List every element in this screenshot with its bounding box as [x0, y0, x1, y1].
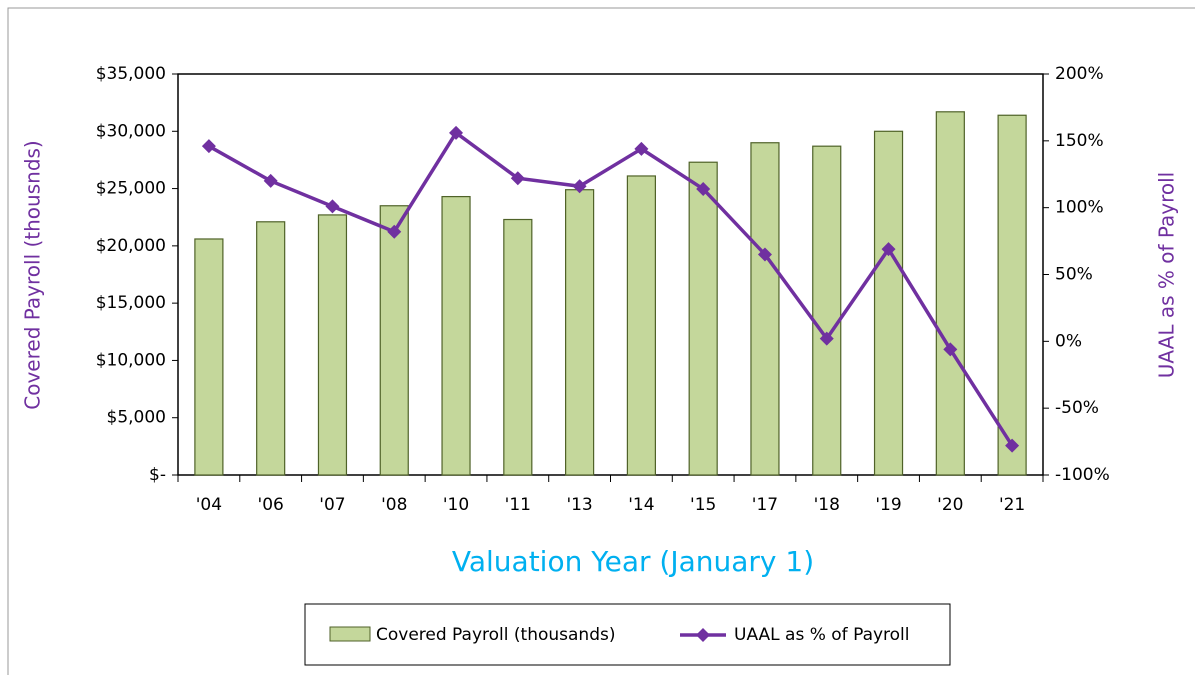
legend-swatch	[329, 626, 371, 642]
y-tick-label: $20,000	[96, 236, 166, 256]
marker	[943, 342, 958, 357]
y-tick-label: $25,000	[96, 179, 166, 199]
legend-label: UAAL as % of Payroll	[734, 625, 910, 645]
marker	[387, 224, 402, 239]
bar	[503, 218, 533, 476]
bar	[317, 214, 348, 476]
line	[208, 130, 1014, 447]
marker	[201, 139, 216, 154]
frame	[7, 7, 1195, 675]
x-tick-label: '18	[814, 495, 840, 515]
x-tick-label: '17	[752, 495, 778, 515]
x-tick-label: '14	[628, 495, 654, 515]
y-tick-label: $-	[149, 465, 166, 485]
bar	[750, 142, 780, 476]
y-tick-label: $30,000	[96, 121, 166, 141]
x-tick-label: '20	[937, 495, 963, 515]
bar	[812, 145, 842, 476]
marker	[881, 242, 896, 257]
bar	[379, 205, 409, 476]
y2-tick-label: 200%	[1055, 64, 1104, 84]
x-axis-title: Valuation Year (January 1)	[452, 545, 814, 578]
x-tick-label: '21	[999, 495, 1025, 515]
bar	[997, 114, 1027, 476]
y2-axis-title: UAAL as % of Payroll	[1155, 172, 1179, 378]
x-tick-label: '04	[196, 495, 222, 515]
marker	[510, 171, 525, 186]
bar	[565, 189, 595, 476]
y2-tick-label: -50%	[1055, 398, 1099, 418]
legend-box	[304, 603, 951, 666]
x-tick-label: '08	[381, 495, 407, 515]
bar	[688, 161, 718, 476]
y-tick-label: $15,000	[96, 293, 166, 313]
y2-tick-label: 100%	[1055, 198, 1104, 218]
x-tick-label: '07	[319, 495, 345, 515]
marker	[325, 199, 340, 214]
bar	[194, 238, 224, 476]
marker	[757, 247, 772, 262]
legend-marker	[696, 628, 710, 642]
y-axis-title: Covered Payroll (thousnds)	[21, 140, 45, 409]
marker	[263, 173, 278, 188]
bar	[935, 111, 965, 476]
bar	[256, 221, 286, 476]
y-tick-label: $5,000	[107, 408, 166, 428]
plot-area	[177, 73, 1044, 476]
marker	[1005, 438, 1020, 453]
marker	[449, 125, 464, 140]
marker	[819, 331, 834, 346]
marker	[634, 141, 649, 156]
bar	[441, 195, 471, 476]
x-tick-label: '13	[566, 495, 592, 515]
x-tick-label: '11	[505, 495, 531, 515]
y2-tick-label: 0%	[1055, 331, 1082, 351]
bar	[626, 175, 656, 476]
legend-label: Covered Payroll (thousands)	[376, 625, 615, 645]
y2-tick-label: 150%	[1055, 131, 1104, 151]
x-tick-label: '10	[443, 495, 469, 515]
y2-tick-label: -100%	[1055, 465, 1110, 485]
marker	[572, 179, 587, 194]
bar	[873, 130, 904, 476]
x-tick-label: '06	[258, 495, 284, 515]
x-tick-label: '15	[690, 495, 716, 515]
y-tick-label: $35,000	[96, 64, 166, 84]
y-tick-label: $10,000	[96, 350, 166, 370]
x-tick-label: '19	[875, 495, 901, 515]
y2-tick-label: 50%	[1055, 265, 1093, 285]
marker	[696, 181, 711, 196]
